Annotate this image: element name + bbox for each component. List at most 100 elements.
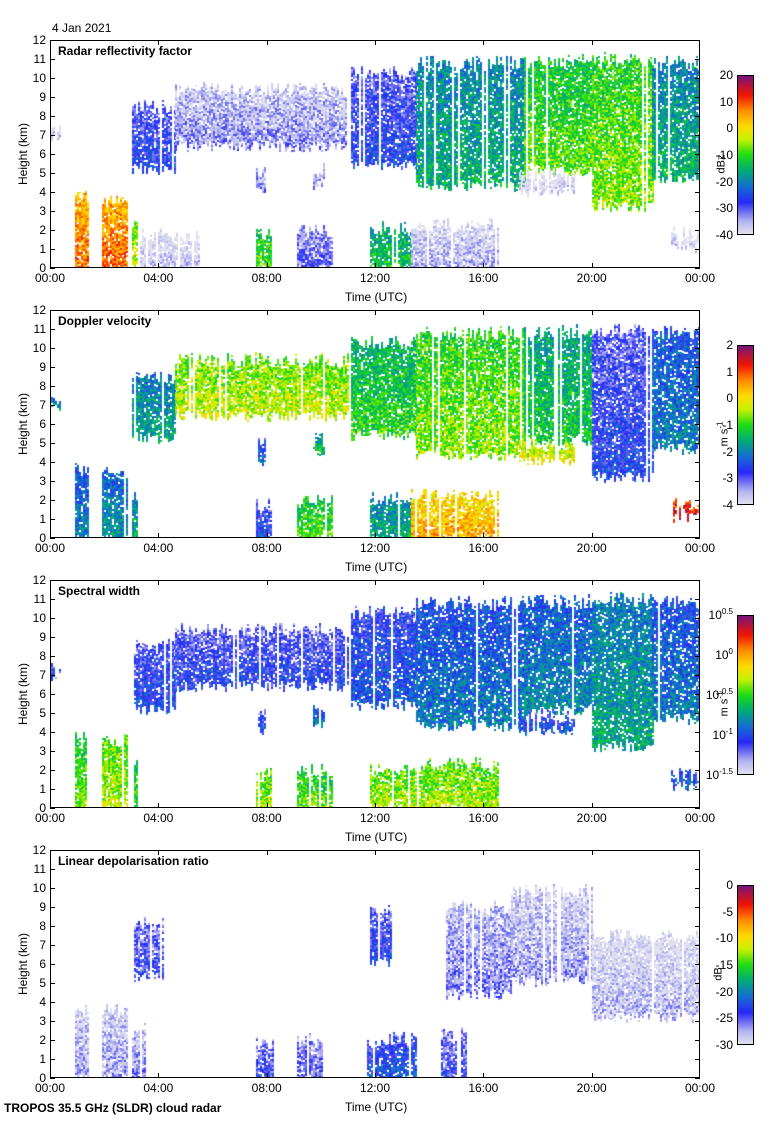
x-tick-label: 08:00	[251, 1081, 282, 1095]
colorbar-tick-label: -2	[722, 444, 733, 459]
x-tick-label: 04:00	[143, 811, 174, 825]
x-tick-bottom	[158, 263, 160, 268]
y-tick-label: 0	[39, 801, 46, 815]
x-tick	[158, 310, 160, 315]
y-tick-label: 0	[39, 1071, 46, 1085]
x-tick-label: 00:00	[684, 541, 716, 555]
y-tick-label: 0	[39, 531, 46, 545]
x-tick	[483, 310, 485, 315]
y-tick-label: 3	[39, 204, 46, 218]
x-tick	[266, 850, 268, 855]
y-tick	[50, 348, 55, 349]
colorbar	[737, 615, 754, 775]
y-tick-right	[695, 637, 700, 638]
y-tick	[50, 386, 55, 387]
y-tick-label: 3	[39, 1014, 46, 1028]
plot-area	[50, 310, 700, 538]
y-tick-right	[695, 249, 700, 250]
y-tick-right	[695, 211, 700, 212]
x-tick-bottom	[483, 1073, 485, 1078]
heatmap-canvas	[51, 41, 699, 267]
colorbar-tick-label: 10-1.5	[705, 767, 733, 782]
y-tick-label: 4	[39, 725, 46, 739]
x-tick-label: 00:00	[34, 811, 66, 825]
x-tick-label: 04:00	[143, 271, 174, 285]
colorbar-tick-label: 10-1	[712, 727, 733, 742]
colorbar-tick-label: -20	[715, 984, 733, 999]
y-tick	[50, 983, 55, 984]
colorbar-tick-label: -20	[715, 174, 733, 189]
y-tick	[50, 850, 55, 851]
y-tick	[50, 618, 55, 619]
y-tick-label: 6	[39, 687, 46, 701]
y-tick	[50, 135, 55, 136]
x-tick	[483, 40, 485, 45]
chart-title: Linear depolarisation ratio	[58, 854, 209, 868]
y-tick	[50, 656, 55, 657]
x-axis-label: Time (UTC)	[345, 290, 408, 304]
y-tick-label: 7	[39, 668, 46, 682]
y-tick	[50, 519, 55, 520]
heatmap-canvas	[51, 311, 699, 537]
x-tick-label: 12:00	[359, 811, 391, 825]
y-tick-right	[695, 405, 700, 406]
y-tick-label: 9	[39, 900, 46, 914]
chart-panel-1: Radar reflectivity factor 0 1 2 3 4 5 6 7 8 9 10 11 1…	[0, 34, 780, 320]
x-tick-label: 12:00	[359, 271, 391, 285]
y-tick-right	[695, 192, 700, 193]
x-tick-label: 00:00	[34, 541, 66, 555]
y-tick-right	[695, 268, 700, 269]
x-tick-bottom	[158, 1073, 160, 1078]
x-tick-label: 16:00	[468, 541, 499, 555]
y-tick-label: 7	[39, 938, 46, 952]
y-tick-right	[695, 656, 700, 657]
y-tick	[50, 230, 55, 231]
y-tick	[50, 580, 55, 581]
y-tick-right	[695, 964, 700, 965]
x-tick-bottom	[266, 263, 268, 268]
y-tick-right	[695, 713, 700, 714]
y-tick	[50, 97, 55, 98]
y-tick-right	[695, 154, 700, 155]
y-tick-right	[695, 329, 700, 330]
colorbar-tick-label: -5	[722, 904, 733, 919]
y-tick	[50, 500, 55, 501]
y-tick	[50, 789, 55, 790]
y-axis-label: Height (km)	[16, 933, 30, 996]
colorbar-unit-label: m s-1	[715, 691, 731, 717]
y-axis-label: Height (km)	[16, 123, 30, 186]
colorbar-tick-label: 100	[715, 647, 733, 662]
y-tick	[50, 599, 55, 600]
heatmap-canvas	[51, 581, 699, 807]
x-tick-label: 20:00	[576, 271, 607, 285]
x-tick	[483, 580, 485, 585]
y-tick-label: 2	[39, 763, 46, 777]
plot-area	[50, 580, 700, 808]
plot-area	[50, 850, 700, 1078]
x-tick-bottom	[266, 533, 268, 538]
y-tick	[50, 770, 55, 771]
y-tick-label: 2	[39, 223, 46, 237]
x-tick	[375, 580, 376, 585]
y-tick-label: 5	[39, 976, 46, 990]
y-tick-label: 12	[32, 573, 46, 587]
plot-area	[50, 40, 700, 268]
y-tick-right	[695, 1078, 700, 1079]
chart-panel-4: Linear depolarisation ratio 0 1 2 3 4 5 6 7 8 9 10 1…	[0, 844, 780, 1130]
y-tick-right	[695, 945, 700, 946]
y-tick-right	[695, 59, 700, 60]
y-tick-label: 7	[39, 398, 46, 412]
colorbar-tick-label: -3	[722, 471, 733, 486]
y-tick-label: 1	[39, 512, 46, 526]
x-tick-bottom	[266, 803, 268, 808]
heatmap-canvas	[51, 851, 699, 1077]
colorbar	[737, 885, 754, 1045]
x-tick-bottom	[375, 263, 376, 268]
y-tick	[50, 808, 55, 809]
y-tick	[50, 1078, 55, 1079]
x-tick	[591, 310, 593, 315]
y-tick-right	[695, 694, 700, 695]
y-tick-label: 12	[32, 303, 46, 317]
x-tick-bottom	[158, 533, 160, 538]
y-tick-right	[695, 40, 700, 41]
